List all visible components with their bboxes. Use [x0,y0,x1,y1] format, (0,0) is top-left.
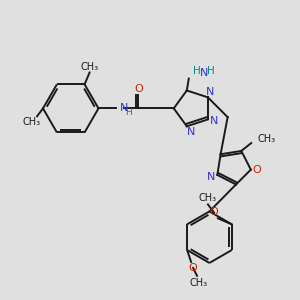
Text: O: O [135,84,143,94]
Text: N: N [207,172,216,182]
Text: O: O [209,207,218,218]
Text: O: O [252,165,261,175]
Text: H: H [193,66,201,76]
Text: CH₃: CH₃ [22,117,40,127]
Text: CH₃: CH₃ [257,134,275,144]
Text: O: O [189,263,197,273]
Text: CH₃: CH₃ [80,61,99,71]
Text: N: N [210,116,218,126]
Text: N: N [120,103,129,113]
Text: N: N [200,68,208,78]
Text: H: H [207,66,214,76]
Text: N: N [206,87,214,98]
Text: CH₃: CH₃ [190,278,208,288]
Text: N: N [187,127,195,137]
Text: H: H [125,108,132,117]
Text: CH₃: CH₃ [199,193,217,202]
